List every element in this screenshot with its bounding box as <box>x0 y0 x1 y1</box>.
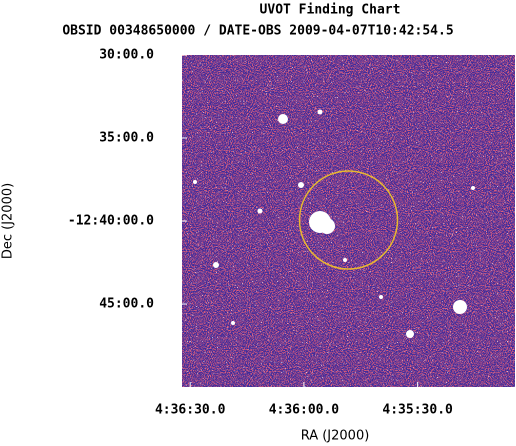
y-tick-label: 45:00.0 <box>99 297 154 312</box>
y-axis-label: Dec (J2000) <box>1 183 16 259</box>
chart-title: UVOT Finding Chart <box>260 3 401 18</box>
y-tick-label: 30:00.0 <box>99 48 154 63</box>
sky-image <box>182 55 515 387</box>
x-axis-label: RA (J2000) <box>301 429 370 444</box>
image-noise-bright <box>182 55 515 387</box>
x-tick-label: 4:36:30.0 <box>155 403 226 418</box>
source-region <box>298 170 399 270</box>
y-tick-label: 35:00.0 <box>99 130 154 145</box>
y-tick-label: -12:40:00.0 <box>68 214 154 229</box>
stars <box>193 109 475 338</box>
chart-subtitle: OBSID 00348650000 / DATE-OBS 2009-04-07T… <box>62 24 453 39</box>
x-tick-label: 4:36:00.0 <box>269 403 340 418</box>
x-tick-label: 4:35:30.0 <box>382 403 453 418</box>
